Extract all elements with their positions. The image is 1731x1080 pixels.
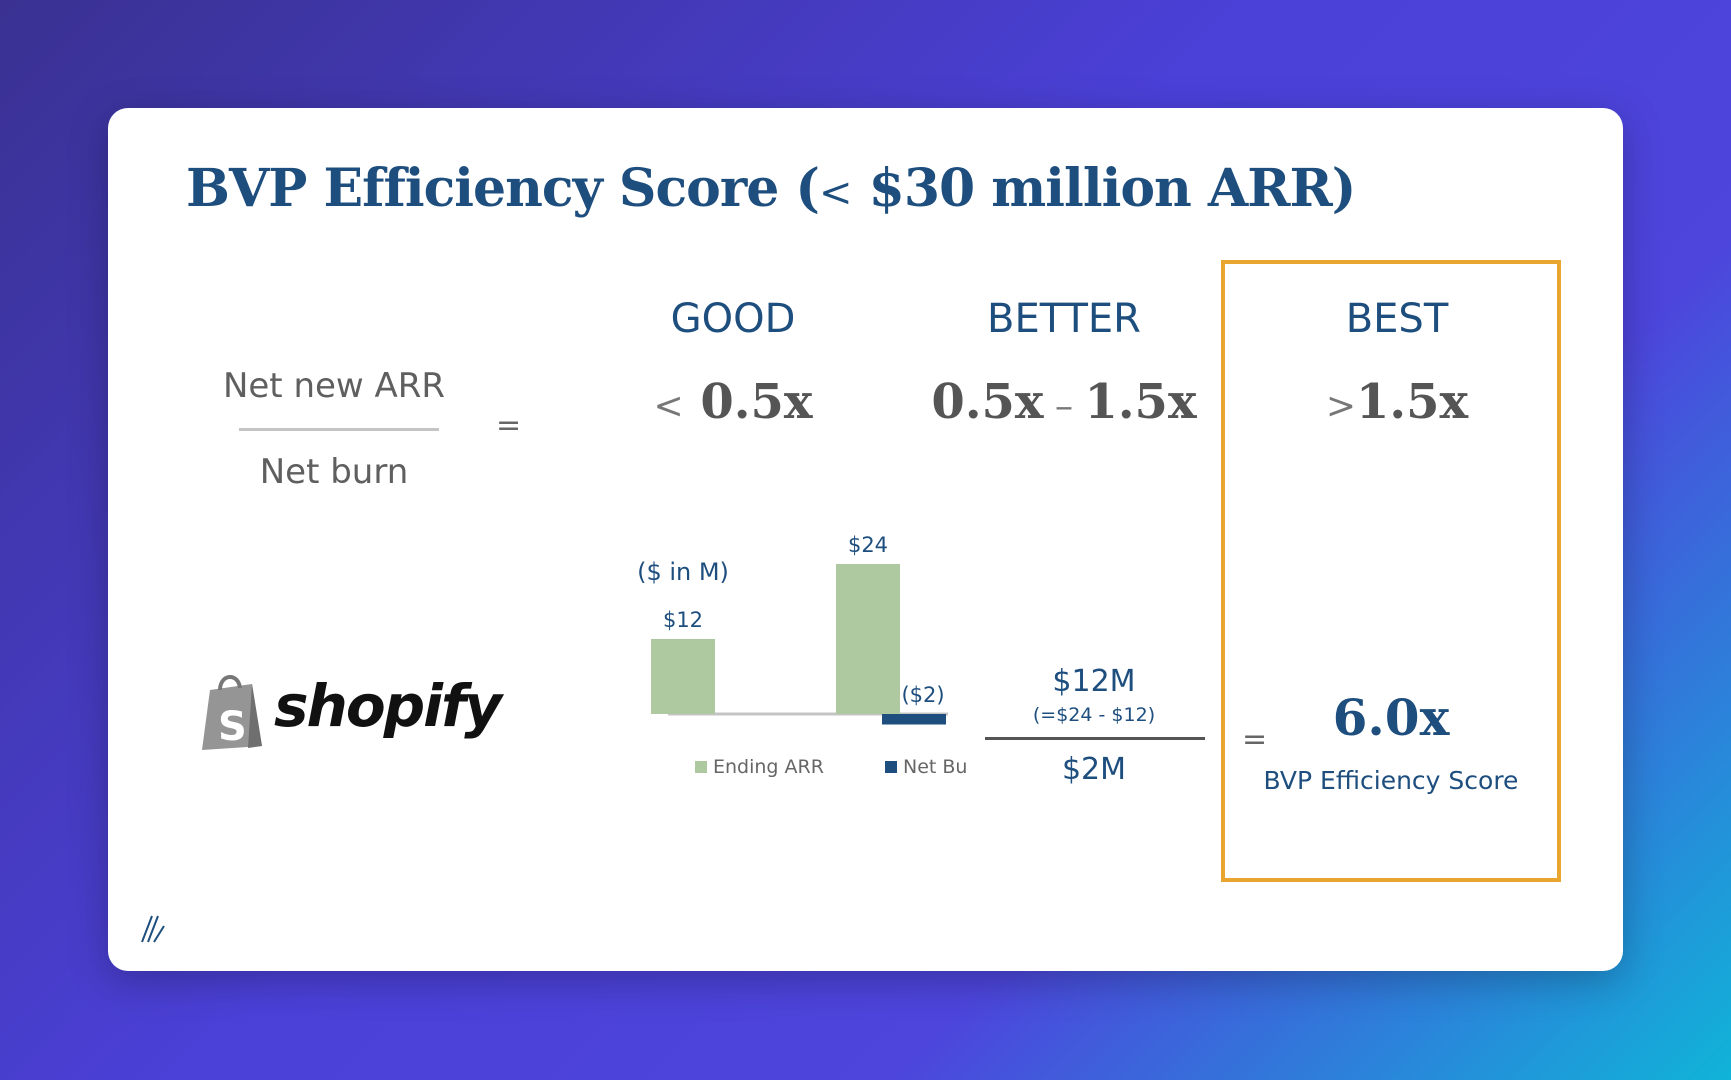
tier-good-label: GOOD (670, 296, 796, 342)
tier-good-value: < 0.5x (653, 374, 813, 430)
legend-label-net-burn: Net Burn (903, 756, 968, 778)
calc-fraction-line (985, 737, 1205, 740)
bvp-slash-mark-icon (141, 915, 165, 943)
tier-better-label: BETTER (987, 296, 1141, 342)
legend-swatch-ending-arr (695, 761, 707, 773)
formula-denominator: Net burn (259, 452, 409, 492)
formula-fraction-line (239, 428, 439, 431)
bar-chart: ($ in M) $12 $24 ($2) Ending ARR Net Burn (637, 533, 968, 778)
bar-data-label-2: ($2) (901, 683, 944, 707)
legend-label-ending-arr: Ending ARR (713, 756, 824, 778)
legend-swatch-net-burn (885, 761, 897, 773)
formula-equals: = (496, 408, 522, 443)
bar-ending-arr-1 (836, 564, 900, 714)
best-tier-highlight-box (1221, 260, 1561, 882)
tier-best-value: >1.5x (1325, 374, 1469, 430)
bar-ending-arr-0 (651, 639, 715, 714)
tier-better-value: 0.5x – 1.5x (931, 374, 1197, 430)
efficiency-score-value: 6.0x (1332, 688, 1450, 747)
calc-numerator: $12M (1052, 664, 1136, 699)
bar-data-label-0: $12 (663, 608, 703, 632)
calc-numerator-note: (=$24 - $12) (1032, 704, 1156, 726)
chart-unit-label: ($ in M) (637, 558, 729, 586)
calc-denominator: $2M (1061, 752, 1127, 787)
shopify-bag-icon: S (202, 675, 262, 750)
svg-text:S: S (218, 704, 247, 750)
tier-best-label: BEST (1345, 296, 1449, 342)
bar-data-label-1: $24 (848, 533, 888, 557)
formula-numerator: Net new ARR (222, 366, 446, 406)
bar-net-burn-2 (882, 714, 946, 725)
calc-equals: = (1242, 722, 1268, 757)
slide-title: BVP Efficiency Score (< $30 million ARR) (186, 158, 1356, 219)
efficiency-score-label: BVP Efficiency Score (1263, 766, 1519, 795)
slide-card: BVP Efficiency Score (< $30 million ARR)… (108, 108, 1623, 971)
shopify-wordmark: shopify (274, 672, 502, 740)
